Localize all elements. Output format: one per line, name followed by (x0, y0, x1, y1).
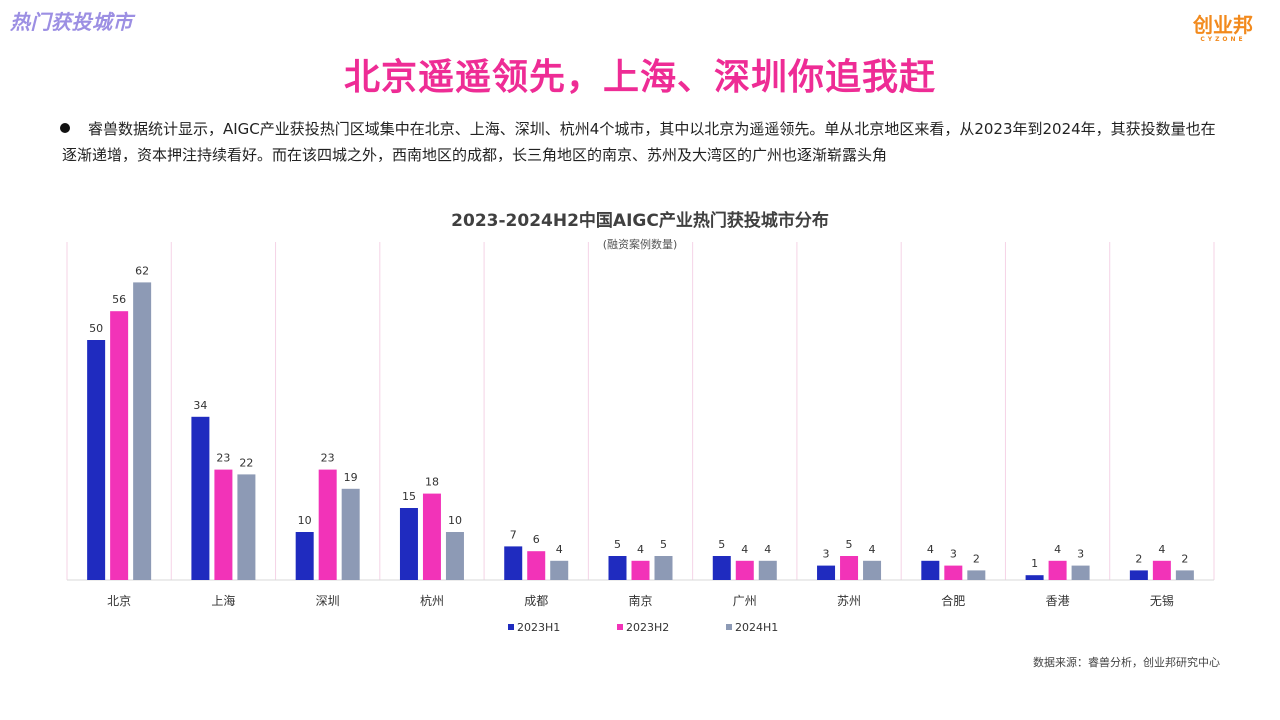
bar (1048, 560, 1067, 580)
legend-label: 2023H1 (517, 621, 560, 634)
data-label: 4 (1158, 543, 1165, 556)
data-label: 22 (239, 456, 253, 469)
data-label: 4 (1054, 543, 1061, 556)
bar (863, 560, 882, 580)
bar (318, 469, 337, 580)
bar (944, 565, 963, 580)
x-tick-label: 北京 (107, 594, 131, 608)
bar (295, 532, 314, 580)
bar (735, 560, 754, 580)
summary-text: 睿兽数据统计显示，AIGC产业获投热门区域集中在北京、上海、深圳、杭州4个城市，… (62, 120, 1216, 164)
x-tick-label: 合肥 (941, 593, 965, 608)
data-label: 5 (718, 538, 725, 551)
page-headline: 北京遥遥领先，上海、深圳你追我赶 (343, 57, 936, 98)
data-label: 4 (637, 543, 644, 556)
data-label: 4 (927, 543, 934, 556)
bar (608, 556, 627, 580)
chart-subtitle: (融资案例数量) (602, 238, 678, 251)
data-label: 10 (448, 514, 462, 527)
data-label: 7 (510, 528, 517, 541)
data-label: 3 (823, 548, 830, 561)
data-label: 1 (1031, 557, 1038, 570)
data-label: 2 (973, 552, 980, 565)
data-label: 2 (1181, 552, 1188, 565)
legend-label: 2024H1 (735, 621, 778, 634)
x-tick-label: 杭州 (420, 593, 444, 608)
bar (1129, 570, 1148, 580)
bar (191, 416, 210, 580)
bar (712, 556, 731, 580)
bar (87, 340, 106, 580)
data-label: 23 (321, 452, 335, 465)
bar (631, 560, 650, 580)
legend-swatch (617, 624, 623, 630)
bar (110, 311, 129, 580)
data-label: 4 (764, 543, 771, 556)
bar (654, 556, 673, 580)
bar (817, 565, 836, 580)
data-label: 4 (556, 543, 563, 556)
bar (422, 493, 441, 580)
data-source-note: 数据来源：睿兽分析，创业邦研究中心 (1033, 656, 1220, 669)
data-label: 15 (402, 490, 416, 503)
data-label: 6 (533, 533, 540, 546)
chart-title: 2023-2024H2中国AIGC产业热门获投城市分布 (451, 211, 829, 231)
x-tick-label: 香港 (1046, 594, 1070, 608)
bar (550, 560, 569, 580)
bar (133, 282, 152, 580)
x-tick-label: 无锡 (1150, 593, 1174, 608)
x-tick-label: 上海 (211, 593, 235, 608)
data-label: 23 (216, 452, 230, 465)
x-tick-label: 广州 (733, 594, 757, 608)
section-tag: 热门获投城市 (10, 10, 133, 34)
data-label: 5 (614, 538, 621, 551)
bar (214, 469, 233, 580)
data-label: 5 (660, 538, 667, 551)
data-label: 2 (1135, 552, 1142, 565)
bar (504, 546, 523, 580)
bar (1025, 575, 1044, 580)
bar (840, 556, 859, 580)
brand-logo: 创业邦 CYZONE (1188, 14, 1258, 44)
data-label: 19 (344, 471, 358, 484)
bar (237, 474, 256, 580)
bar (1152, 560, 1171, 580)
data-label: 4 (741, 543, 748, 556)
bar (341, 488, 360, 580)
x-tick-label: 南京 (628, 593, 652, 608)
data-label: 62 (135, 264, 149, 277)
bullet-icon (60, 123, 70, 133)
data-label: 18 (425, 476, 439, 489)
bar (445, 532, 464, 580)
x-tick-label: 深圳 (316, 594, 340, 608)
x-tick-label: 成都 (524, 594, 548, 608)
bar (1071, 565, 1090, 580)
bar (1175, 570, 1194, 580)
brand-sub: CYZONE (1200, 36, 1246, 43)
bar (967, 570, 986, 580)
data-label: 56 (112, 293, 126, 306)
legend-swatch (508, 624, 514, 630)
data-label: 3 (950, 548, 957, 561)
summary-paragraph: 睿兽数据统计显示，AIGC产业获投热门区域集中在北京、上海、深圳、杭州4个城市，… (60, 116, 1222, 168)
bar (527, 551, 546, 580)
bar (399, 508, 418, 580)
data-label: 4 (869, 543, 876, 556)
legend-swatch (726, 624, 732, 630)
x-tick-label: 苏州 (837, 594, 861, 608)
bar (921, 560, 940, 580)
data-label: 50 (89, 322, 103, 335)
data-label: 10 (298, 514, 312, 527)
data-label: 5 (846, 538, 853, 551)
legend-label: 2023H2 (626, 621, 669, 634)
bar (758, 560, 777, 580)
brand-name: 创业邦 (1193, 13, 1253, 37)
data-label: 34 (193, 399, 207, 412)
data-label: 3 (1077, 548, 1084, 561)
